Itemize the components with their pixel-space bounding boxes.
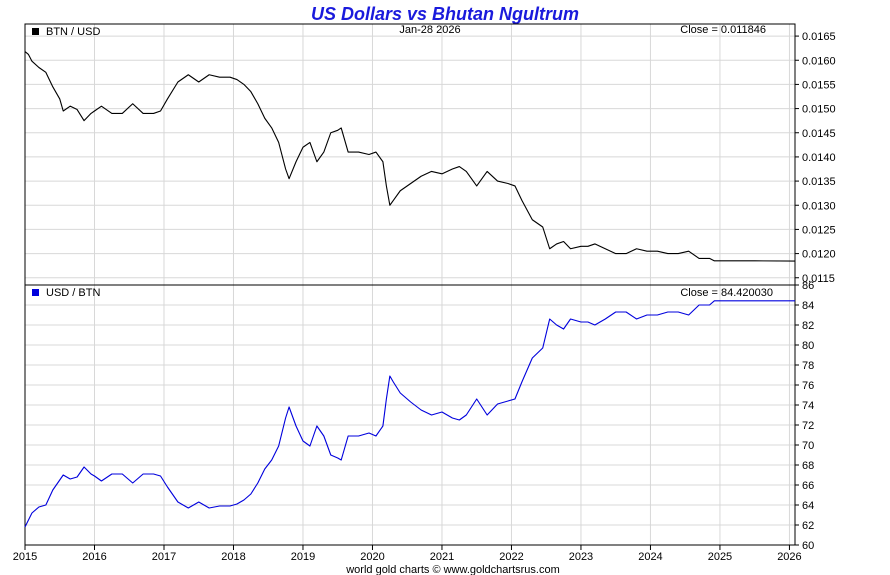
x-tick-label: 2024 xyxy=(638,551,662,563)
panel-usd-btn: USD / BTN Close = 84.420030 86 84 82 80 78 76… xyxy=(24,280,814,552)
series-line xyxy=(24,300,795,528)
y-tick-label: 0.0115 xyxy=(802,273,835,285)
panel-frame-top xyxy=(24,23,796,286)
x-tick-label: 2020 xyxy=(360,551,384,563)
y-tick-label: 0.0150 xyxy=(802,104,836,116)
y-tick-label: 82 xyxy=(802,320,814,332)
grid-top xyxy=(24,24,795,285)
y-tick-label: 70 xyxy=(802,440,814,452)
chart-title: US Dollars vs Bhutan Ngultrum xyxy=(311,4,579,24)
x-axis: 2015 2016 2017 2018 2019 2020 2021 2022 2023 2024… xyxy=(13,545,802,563)
legend-label-usd-btn: USD / BTN xyxy=(46,287,100,299)
y-tick-label: 68 xyxy=(802,460,814,472)
y-axis-top: 0.0165 0.0160 0.0155 0.0150 0.0145 0.0140 0.01… xyxy=(795,31,836,285)
series-btn-usd xyxy=(24,51,796,262)
y-tick-label: 66 xyxy=(802,480,814,492)
x-tick-label: 2021 xyxy=(430,551,454,563)
y-tick-label: 0.0125 xyxy=(802,224,836,236)
y-tick-label: 64 xyxy=(802,500,814,512)
x-tick-label: 2022 xyxy=(499,551,523,563)
y-axis-bottom: 86 84 82 80 78 76 74 72 70 68 66 64 62 60 xyxy=(795,280,814,552)
grid-bottom xyxy=(24,284,795,546)
x-tick-label: 2015 xyxy=(13,551,37,563)
legend-label-btn-usd: BTN / USD xyxy=(46,26,100,38)
footer-credit: world gold charts © www.goldchartsrus.co… xyxy=(345,564,560,575)
series-line xyxy=(24,51,796,262)
panel-btn-usd: BTN / USD Jan-28 2026 Close = 0.011846 0… xyxy=(24,23,836,286)
y-tick-label: 0.0135 xyxy=(802,176,836,188)
x-tick-label: 2019 xyxy=(291,551,315,563)
y-tick-label: 60 xyxy=(802,540,814,552)
panel-frame-bottom xyxy=(24,284,796,546)
y-tick-label: 62 xyxy=(802,520,814,532)
x-tick-label: 2017 xyxy=(152,551,176,563)
x-tick-label: 2025 xyxy=(708,551,732,563)
y-tick-label: 0.0120 xyxy=(802,249,836,261)
y-tick-label: 78 xyxy=(802,360,814,372)
y-tick-label: 86 xyxy=(802,280,814,292)
x-tick-label: 2023 xyxy=(569,551,593,563)
y-tick-label: 0.0145 xyxy=(802,128,836,140)
x-tick-label: 2018 xyxy=(221,551,245,563)
close-label-usd-btn: Close = 84.420030 xyxy=(680,287,773,299)
y-tick-label: 0.0130 xyxy=(802,200,836,212)
y-tick-label: 0.0165 xyxy=(802,31,836,43)
close-label-btn-usd: Close = 0.011846 xyxy=(680,24,766,36)
x-tick-label: 2026 xyxy=(777,551,801,563)
x-tick-label: 2016 xyxy=(82,551,106,563)
y-tick-label: 84 xyxy=(802,300,814,312)
y-tick-label: 72 xyxy=(802,420,814,432)
y-tick-label: 0.0155 xyxy=(802,79,836,91)
date-label: Jan-28 2026 xyxy=(399,24,460,36)
y-tick-label: 0.0140 xyxy=(802,152,836,164)
legend-swatch-btn-usd xyxy=(32,28,39,35)
series-usd-btn xyxy=(24,300,795,528)
y-tick-label: 76 xyxy=(802,380,814,392)
y-tick-label: 0.0160 xyxy=(802,55,836,67)
y-tick-label: 74 xyxy=(802,400,814,412)
y-tick-label: 80 xyxy=(802,340,814,352)
legend-swatch-usd-btn xyxy=(32,289,39,296)
